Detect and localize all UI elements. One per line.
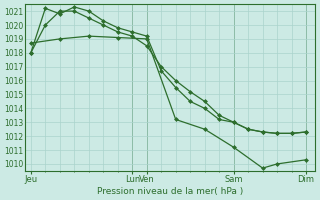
X-axis label: Pression niveau de la mer( hPa ): Pression niveau de la mer( hPa ) (97, 187, 243, 196)
